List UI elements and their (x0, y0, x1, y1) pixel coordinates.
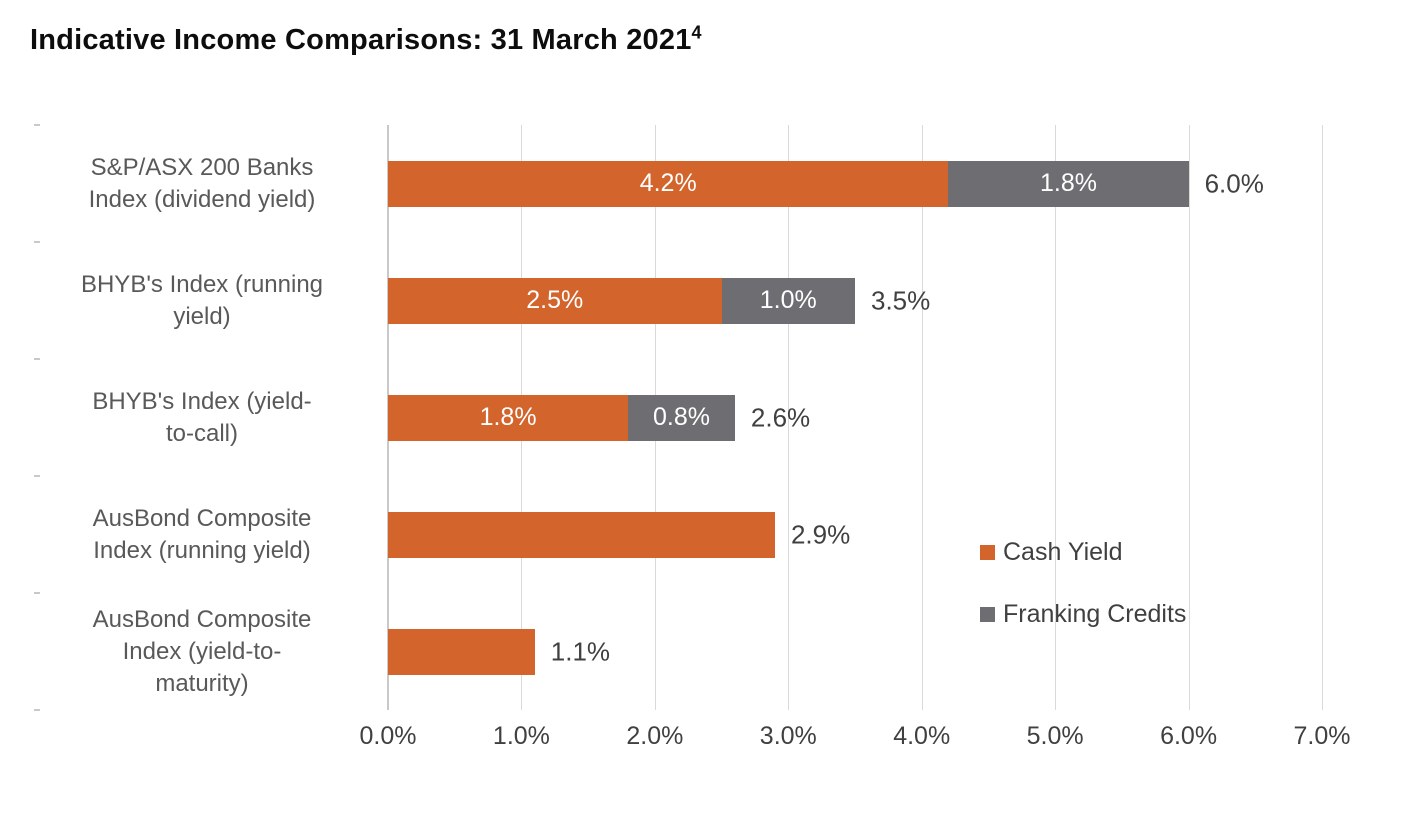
gridline (921, 125, 923, 710)
bar-total-label: 2.9% (790, 519, 851, 549)
x-axis-tick-label: 0.0% (359, 722, 417, 750)
x-axis-tick-label: 4.0% (893, 722, 951, 750)
x-axis-tick-label: 5.0% (1026, 722, 1084, 750)
bar-total-label: 1.1% (550, 636, 611, 666)
chart-title-text: Indicative Income Comparisons: 31 March … (30, 24, 692, 56)
x-axis-tick-label: 3.0% (759, 722, 817, 750)
category-axis-tick (34, 358, 40, 360)
gridline (1055, 125, 1057, 710)
legend-swatch-icon (980, 545, 995, 560)
x-axis-tick-label: 1.0% (492, 722, 550, 750)
bar-segment-cash-yield: 4.2% (388, 160, 949, 207)
legend-item-cash-yield: Cash Yield (980, 538, 1123, 567)
bar-segment-cash-yield: 1.8% (388, 394, 629, 441)
bar-segment-franking-credits: 1.0% (721, 277, 855, 324)
bar-segment-cash-yield (388, 511, 775, 558)
chart-title: Indicative Income Comparisons: 31 March … (30, 22, 702, 57)
x-axis-tick-label: 6.0% (1160, 722, 1218, 750)
bar-total-label: 3.5% (871, 285, 931, 315)
category-label: AusBond Composite Index (running yield) (92, 504, 312, 564)
category-axis-tick (34, 241, 40, 243)
category-label: BHYB's Index (yield- to-call) (92, 387, 312, 447)
bar-total-label: 6.0% (1204, 168, 1264, 198)
category-label: S&P/ASX 200 Banks Index (dividend yield) (88, 153, 316, 213)
legend-item-franking-credits: Franking Credits (980, 600, 1186, 629)
legend-swatch-icon (980, 607, 995, 622)
bar-segment-cash-yield: 2.5% (388, 277, 722, 324)
bar-segment-franking-credits: 1.8% (948, 160, 1189, 207)
category-axis-tick (34, 709, 40, 711)
bar-segment-franking-credits: 0.8% (628, 394, 735, 441)
category-label: AusBond Composite Index (yield-to- matur… (92, 605, 312, 697)
x-axis-tick-label: 7.0% (1293, 722, 1351, 750)
category-label: BHYB's Index (running yield) (80, 270, 324, 330)
legend-label: Cash Yield (1003, 538, 1123, 566)
category-axis-tick (34, 592, 40, 594)
chart-title-footnote-marker: 4 (691, 22, 702, 43)
category-axis-tick (34, 124, 40, 126)
x-axis-tick-label: 2.0% (626, 722, 684, 750)
gridline (788, 125, 790, 710)
bar-segment-cash-yield (388, 628, 535, 675)
gridline (1322, 125, 1323, 710)
bar-total-label: 2.6% (750, 402, 811, 432)
legend-label: Franking Credits (1003, 600, 1187, 628)
gridline (1188, 125, 1190, 710)
category-axis-tick (34, 475, 40, 477)
